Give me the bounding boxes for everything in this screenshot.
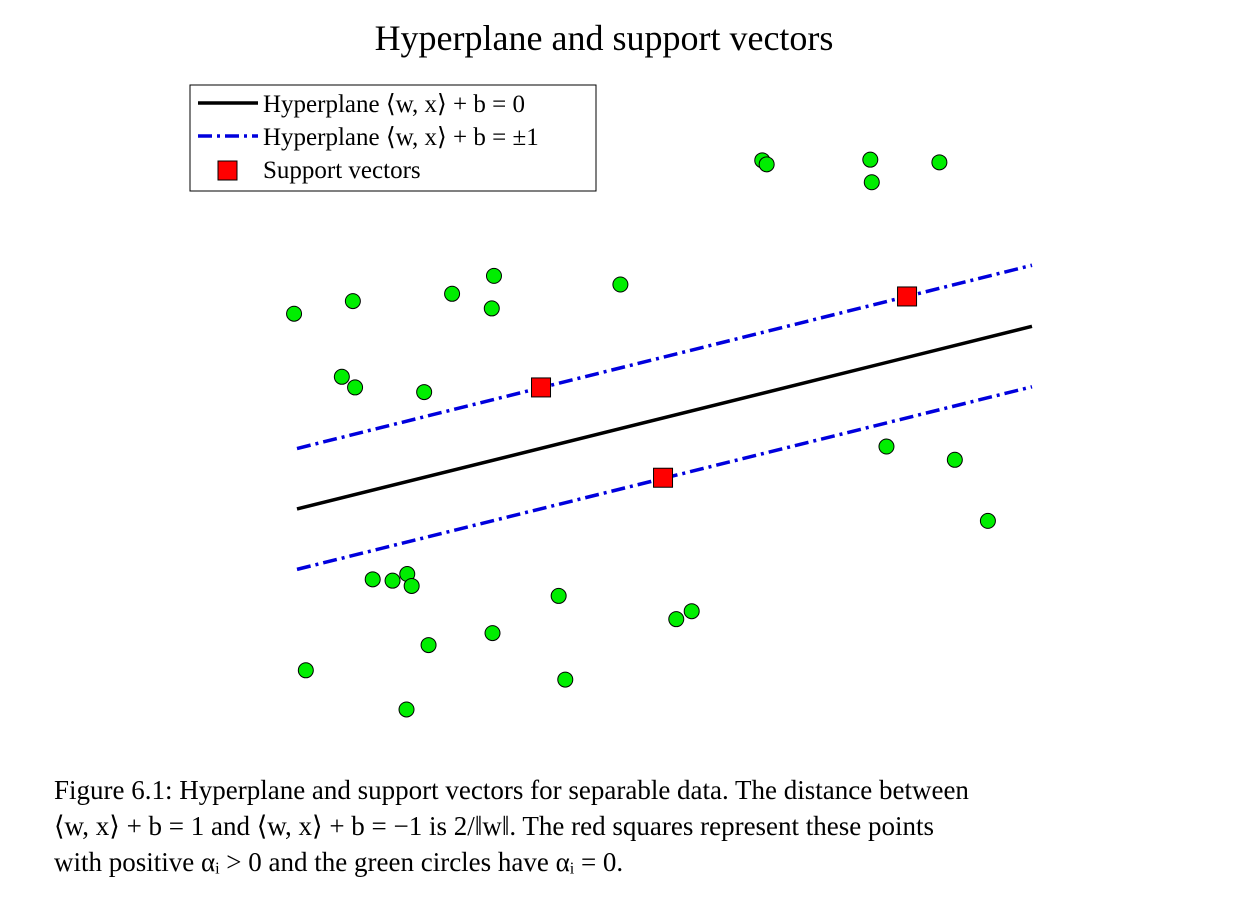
data-point xyxy=(347,379,364,396)
data-point xyxy=(683,603,700,620)
data-point xyxy=(668,611,685,628)
data-point xyxy=(420,637,437,654)
data-point xyxy=(444,285,461,302)
chart-title: Hyperplane and support vectors xyxy=(375,18,834,58)
data-point xyxy=(297,662,314,679)
data-point xyxy=(557,671,574,688)
legend-label-hyperplane: Hyperplane ⟨w, x⟩ + b = 0 xyxy=(263,91,525,118)
data-point xyxy=(863,174,880,191)
plot-lines xyxy=(296,263,1033,572)
support-vector-marker xyxy=(897,286,918,307)
data-point xyxy=(931,154,948,171)
data-point xyxy=(550,587,567,604)
data-point xyxy=(862,151,879,168)
data-point xyxy=(286,305,303,322)
caption-line-3: with positive αᵢ > 0 and the green circl… xyxy=(54,847,624,877)
hyperplane-line-center xyxy=(296,324,1033,511)
caption-line-1: Figure 6.1: Hyperplane and support vecto… xyxy=(54,775,969,805)
data-point xyxy=(364,571,381,588)
data-point xyxy=(398,701,415,718)
data-point xyxy=(612,276,629,293)
data-point xyxy=(758,156,775,173)
legend: Hyperplane ⟨w, x⟩ + b = 0 Hyperplane ⟨w,… xyxy=(189,84,597,192)
data-point xyxy=(403,577,420,594)
legend-label-margin: Hyperplane ⟨w, x⟩ + b = ±1 xyxy=(263,124,539,151)
data-point xyxy=(485,267,502,284)
legend-swatch-support-vectors xyxy=(217,160,238,181)
hyperplane-line-plus-one xyxy=(296,263,1033,451)
data-point xyxy=(946,451,963,468)
data-point xyxy=(878,438,895,455)
data-point xyxy=(483,300,500,317)
data-point xyxy=(416,384,433,401)
data-point xyxy=(384,572,401,589)
caption-line-2: ⟨w, x⟩ + b = 1 and ⟨w, x⟩ + b = −1 is 2/… xyxy=(54,811,935,841)
figure-caption: Figure 6.1: Hyperplane and support vecto… xyxy=(54,772,1180,880)
support-vector-marker xyxy=(653,467,674,488)
data-point xyxy=(344,293,361,310)
figure-svg: Hyperplane and support vectors Hyperplan… xyxy=(189,18,1033,718)
data-point xyxy=(333,368,350,385)
plot-support-vectors xyxy=(531,286,918,488)
legend-label-support-vectors: Support vectors xyxy=(263,157,421,184)
plot-points xyxy=(286,151,996,718)
data-point xyxy=(484,625,501,642)
data-point xyxy=(979,512,996,529)
support-vector-marker xyxy=(531,377,552,398)
